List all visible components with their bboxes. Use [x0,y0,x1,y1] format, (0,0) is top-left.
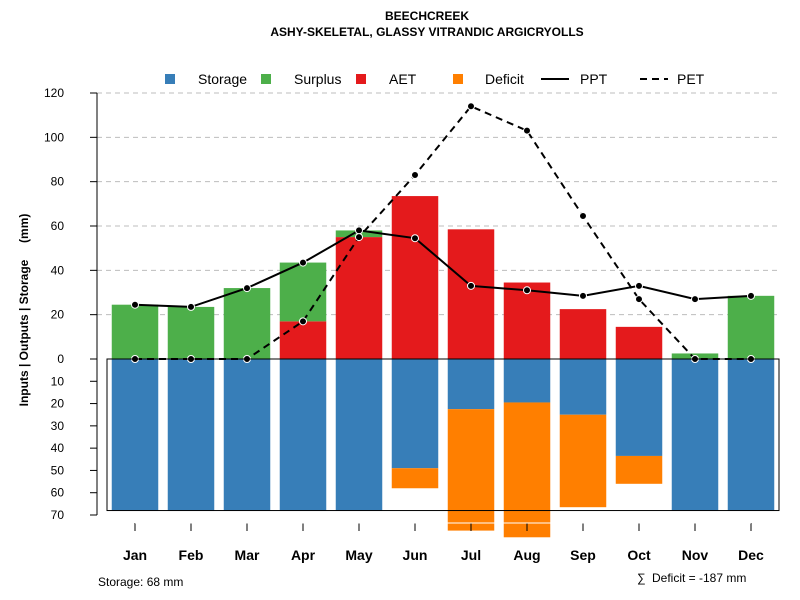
aet-legend-label: AET [389,71,417,87]
pet-point [411,171,419,180]
y-tick-label: 20 [51,308,65,322]
x-tick-label: Jan [123,547,147,563]
ppt-point [299,258,307,267]
ppt-point [635,281,643,290]
ppt-point [411,234,419,243]
storage-bar [279,359,327,511]
y-tick-label: 80 [51,175,65,189]
deficit-bar [503,402,551,538]
storage-bar [671,359,719,511]
ppt-point [187,302,195,311]
deficit-note-symbol: ∑ [637,571,646,585]
surplus-bar [223,288,271,359]
aet-bar [335,237,383,359]
pet-point [523,126,531,135]
y-tick-label: 40 [51,263,65,277]
x-tick-label: Apr [291,547,316,563]
y-tick-label: 50 [51,463,65,477]
pet-point [579,212,587,221]
x-tick-label: Oct [627,547,651,563]
aet-bar [447,229,495,359]
ppt-legend-label: PPT [580,71,608,87]
storage-bar [503,359,551,403]
ppt-point [523,286,531,295]
y-tick-label: 0 [57,352,64,366]
deficit-bar [391,468,439,489]
y-tick-label: 120 [44,86,64,100]
storage-bar [335,359,383,511]
surplus-bar [279,262,327,322]
axes: 0 20 40 60 80 100 120 10 20 30 40 50 60 70 Jan Feb Mar Ap… [44,86,780,563]
gridlines [97,92,779,316]
x-tick-label: May [345,547,372,563]
surplus-bar [727,295,775,359]
chart-title: BEECHCREEK [385,9,469,23]
y-tick-label: 10 [51,374,65,388]
aet-bar [559,309,607,359]
deficit-bar [615,455,663,484]
deficit-bar [447,409,495,531]
storage-bar [615,359,663,456]
surplus-bar [111,304,159,359]
ppt-point [355,226,363,235]
aet-bar [615,326,663,359]
surplus-legend-swatch [261,74,271,84]
y-tick-label: 40 [51,441,65,455]
storage-bar [111,359,159,511]
x-tick-label: Nov [682,547,709,563]
y-tick-label: 30 [51,419,65,433]
x-tick-label: Dec [738,547,764,563]
bars [111,196,775,538]
aet-bar [279,321,327,359]
storage-bar [223,359,271,511]
storage-legend-swatch [165,74,175,84]
storage-note: Storage: 68 mm [98,575,183,589]
ppt-line [134,229,752,308]
y-tick-label: 60 [51,219,65,233]
legend: Storage Surplus AET Deficit PPT PET [165,71,705,87]
storage-bar [167,359,215,511]
storage-bar [447,359,495,410]
x-tick-label: Jun [403,547,428,563]
chart-subtitle: ASHY-SKELETAL, GLASSY VITRANDIC ARGICRYO… [270,25,583,39]
pet-legend-label: PET [677,71,705,87]
storage-bar [559,359,607,415]
x-tick-label: Jul [461,547,481,563]
storage-bar [391,359,439,469]
aet-bar [391,196,439,359]
ppt-point [747,291,755,300]
deficit-legend-swatch [453,74,463,84]
deficit-note: Deficit = -187 mm [652,571,746,585]
storage-bar [727,359,775,511]
aet-bar [503,282,551,359]
ppt-point [691,295,699,304]
x-tick-label: Feb [179,547,204,563]
x-tick-label: Mar [235,547,260,563]
x-tick-label: Sep [570,547,596,563]
y-tick-label: 70 [51,508,65,522]
surplus-bar [167,306,215,359]
deficit-legend-label: Deficit [485,71,524,87]
pet-point [355,233,363,242]
y-tick-label: 20 [51,397,65,411]
pet-point [299,317,307,326]
surplus-legend-label: Surplus [294,71,341,87]
aet-legend-swatch [356,74,366,84]
y-tick-label: 100 [44,130,64,144]
deficit-bar [559,414,607,508]
y-tick-label: 60 [51,486,65,500]
x-tick-label: Aug [513,547,540,563]
storage-legend-label: Storage [198,71,247,87]
pet-point [467,102,475,111]
ppt-point [579,291,587,300]
ppt-point [131,300,139,309]
ppt-point [243,284,251,293]
ppt-point [467,281,475,290]
pet-point [635,295,643,304]
y-axis-label: Inputs | Outputs | Storage (mm) [17,214,31,407]
